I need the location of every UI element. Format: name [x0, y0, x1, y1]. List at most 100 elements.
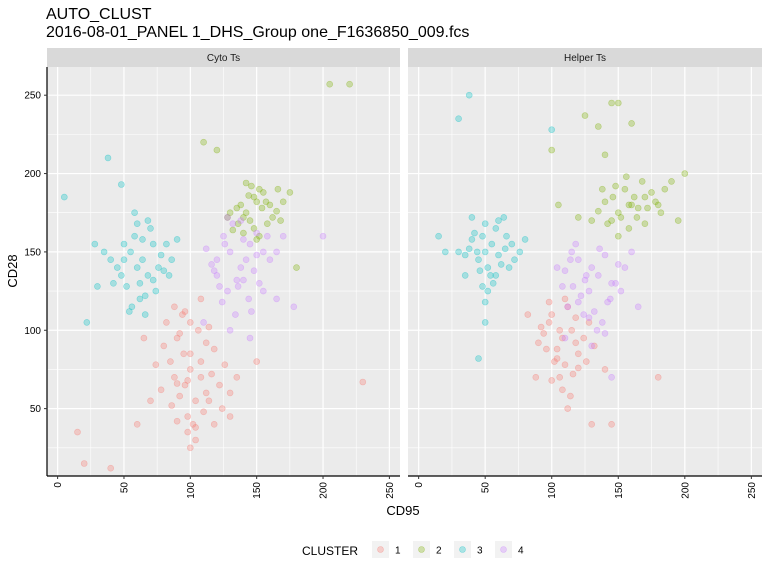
point-cluster-4-helper-ts	[617, 287, 625, 295]
point-cluster-3-helper-ts	[479, 232, 486, 240]
x-tick-label: 50	[119, 482, 130, 494]
point-cluster-1-cyto-ts	[173, 334, 181, 342]
point-cluster-3-cyto-ts	[126, 308, 133, 315]
point-cluster-3-helper-ts	[455, 248, 462, 256]
point-cluster-4-cyto-ts	[221, 240, 229, 248]
point-cluster-3-helper-ts	[492, 225, 500, 232]
point-cluster-1-helper-ts	[559, 334, 566, 342]
point-cluster-4-cyto-ts	[250, 267, 258, 275]
point-cluster-3-cyto-ts	[160, 267, 168, 275]
point-cluster-3-cyto-ts	[83, 319, 91, 326]
x-tick-label: 50	[481, 482, 492, 494]
point-cluster-2-helper-ts	[608, 217, 615, 224]
point-cluster-1-cyto-ts	[181, 308, 189, 315]
point-cluster-3-helper-ts	[455, 115, 462, 122]
point-cluster-1-helper-ts	[561, 295, 569, 303]
point-cluster-2-cyto-ts	[240, 229, 247, 237]
point-cluster-3-helper-ts	[500, 214, 508, 221]
point-cluster-3-helper-ts	[481, 319, 489, 326]
point-cluster-2-helper-ts	[633, 214, 641, 221]
point-cluster-1-helper-ts	[537, 323, 545, 331]
point-cluster-4-helper-ts	[593, 326, 601, 334]
point-cluster-2-helper-ts	[622, 173, 630, 180]
x-tick-label: 250	[385, 482, 396, 499]
point-cluster-1-cyto-ts	[80, 460, 88, 467]
point-cluster-1-cyto-ts	[197, 295, 205, 303]
point-cluster-1-cyto-ts	[107, 464, 114, 472]
point-cluster-3-cyto-ts	[120, 240, 128, 248]
point-cluster-1-cyto-ts	[171, 303, 178, 311]
point-cluster-3-helper-ts	[495, 251, 502, 259]
point-cluster-1-helper-ts	[574, 350, 582, 358]
point-cluster-4-cyto-ts	[248, 308, 255, 315]
point-cluster-2-cyto-ts	[242, 209, 250, 216]
point-cluster-4-cyto-ts	[266, 256, 274, 264]
point-cluster-1-helper-ts	[590, 342, 598, 350]
point-cluster-3-cyto-ts	[110, 279, 117, 287]
points-cyto-ts	[61, 80, 367, 472]
point-cluster-4-helper-ts	[582, 272, 590, 279]
point-cluster-2-cyto-ts	[258, 204, 266, 212]
point-cluster-3-cyto-ts	[94, 283, 101, 290]
point-cluster-1-cyto-ts	[184, 377, 191, 384]
x-tick-label: 100	[186, 482, 197, 499]
point-cluster-4-helper-ts	[580, 311, 588, 318]
point-cluster-1-cyto-ts	[187, 319, 194, 326]
point-cluster-4-cyto-ts	[202, 245, 210, 253]
point-cluster-3-cyto-ts	[144, 272, 152, 279]
point-cluster-3-cyto-ts	[144, 217, 152, 224]
point-cluster-2-helper-ts	[581, 112, 589, 119]
point-cluster-2-cyto-ts	[234, 220, 242, 227]
point-cluster-4-helper-ts	[590, 308, 598, 315]
point-cluster-1-cyto-ts	[167, 358, 174, 365]
x-tick-label: 150	[252, 482, 263, 499]
point-cluster-1-cyto-ts	[171, 373, 178, 381]
point-cluster-1-helper-ts	[601, 366, 609, 373]
point-cluster-4-cyto-ts	[216, 283, 223, 290]
legend-key-2	[413, 541, 430, 558]
point-cluster-3-cyto-ts	[139, 256, 146, 264]
x-tick-label: 200	[319, 482, 330, 499]
point-cluster-1-cyto-ts	[157, 386, 165, 394]
point-cluster-3-helper-ts	[473, 248, 481, 256]
legend-key-3	[454, 541, 471, 558]
point-cluster-1-helper-ts	[580, 334, 588, 342]
legend-swatch-1	[377, 546, 384, 553]
y-tick-label: 200	[24, 169, 41, 180]
point-cluster-1-cyto-ts	[74, 428, 81, 436]
point-cluster-2-cyto-ts	[346, 80, 353, 88]
x-tick-label: 150	[614, 482, 625, 499]
point-cluster-3-cyto-ts	[127, 248, 134, 256]
point-cluster-3-helper-ts	[495, 217, 502, 224]
point-cluster-1-cyto-ts	[176, 330, 183, 337]
point-cluster-1-helper-ts	[559, 386, 566, 394]
point-cluster-3-cyto-ts	[139, 236, 146, 243]
point-cluster-4-cyto-ts	[213, 272, 221, 279]
point-cluster-4-cyto-ts	[259, 248, 267, 256]
point-cluster-1-cyto-ts	[192, 436, 199, 444]
x-tick-label: 0	[414, 482, 425, 488]
gridlines-helper-ts	[408, 67, 762, 476]
point-cluster-2-cyto-ts	[273, 207, 280, 215]
point-cluster-3-cyto-ts	[107, 256, 114, 264]
point-cluster-4-helper-ts	[606, 295, 614, 303]
point-cluster-1-helper-ts	[582, 358, 590, 365]
point-cluster-2-cyto-ts	[250, 193, 258, 201]
chart-subtitle: 2016-08-01_PANEL 1_DHS_Group one_F163685…	[46, 24, 469, 41]
point-cluster-1-cyto-ts	[152, 361, 160, 369]
point-cluster-2-helper-ts	[609, 193, 617, 201]
point-cluster-4-cyto-ts	[253, 229, 261, 237]
point-cluster-4-cyto-ts	[213, 256, 221, 264]
y-axis-title: CD28	[5, 254, 20, 287]
point-cluster-1-cyto-ts	[189, 420, 197, 428]
point-cluster-3-helper-ts	[511, 256, 518, 264]
point-cluster-3-cyto-ts	[133, 264, 141, 271]
point-cluster-2-helper-ts	[555, 201, 562, 209]
point-cluster-4-cyto-ts	[226, 248, 234, 256]
point-cluster-3-cyto-ts	[173, 236, 181, 243]
point-cluster-2-helper-ts	[634, 204, 642, 212]
point-cluster-1-cyto-ts	[192, 424, 199, 431]
point-cluster-3-helper-ts	[508, 240, 516, 248]
point-cluster-2-helper-ts	[548, 146, 556, 154]
